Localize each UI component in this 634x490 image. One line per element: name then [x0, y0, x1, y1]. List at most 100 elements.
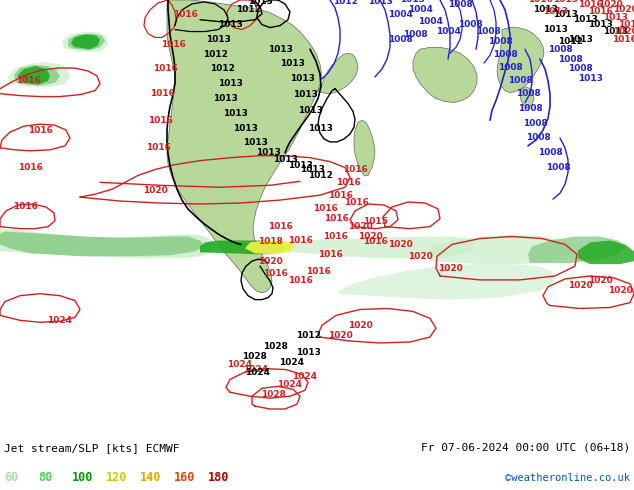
Text: 1013: 1013 [573, 15, 597, 24]
Text: 1016: 1016 [153, 65, 178, 74]
Text: 1020: 1020 [437, 264, 462, 272]
Text: 1012: 1012 [202, 49, 228, 59]
Text: 1013: 1013 [243, 138, 268, 147]
Text: 1013: 1013 [205, 35, 230, 44]
Text: 1016: 1016 [323, 232, 347, 241]
Text: 1016: 1016 [160, 40, 185, 49]
Polygon shape [167, 0, 322, 293]
Polygon shape [14, 65, 60, 86]
Polygon shape [354, 120, 375, 175]
Text: 1016: 1016 [262, 270, 287, 278]
Text: 1024: 1024 [280, 358, 304, 367]
Text: 180: 180 [208, 471, 230, 485]
Text: 1016: 1016 [588, 7, 612, 16]
Text: 1008: 1008 [515, 89, 540, 98]
Polygon shape [0, 229, 215, 258]
Text: 1008: 1008 [546, 163, 571, 172]
Text: 1013: 1013 [233, 123, 257, 133]
Text: 1004: 1004 [418, 17, 443, 26]
Text: 1012: 1012 [210, 65, 235, 74]
Text: 1008: 1008 [448, 0, 472, 9]
Polygon shape [497, 27, 544, 93]
Text: 1020: 1020 [598, 0, 623, 9]
Text: 1013: 1013 [280, 59, 304, 68]
Polygon shape [68, 33, 105, 50]
Text: 1020: 1020 [347, 222, 372, 231]
Text: 1004: 1004 [436, 27, 460, 36]
Text: 1015: 1015 [363, 217, 387, 226]
Text: 1016: 1016 [148, 116, 172, 125]
Text: 1013: 1013 [212, 94, 238, 103]
Text: 1016: 1016 [318, 250, 342, 259]
Text: 1020: 1020 [588, 276, 612, 285]
Text: 1016: 1016 [335, 178, 361, 187]
Text: 1016: 1016 [146, 144, 171, 152]
Text: 1024: 1024 [278, 380, 302, 389]
Text: 1016: 1016 [172, 10, 197, 19]
Text: 1013: 1013 [268, 45, 292, 54]
Text: 1020: 1020 [612, 27, 634, 36]
Text: 1008: 1008 [488, 37, 512, 46]
Text: 1020: 1020 [387, 240, 412, 249]
Text: 1008: 1008 [493, 49, 517, 59]
Text: 1013: 1013 [299, 165, 325, 174]
Text: 1016: 1016 [612, 35, 634, 44]
Text: 1008: 1008 [458, 20, 482, 29]
Text: 1024: 1024 [292, 372, 318, 381]
Text: 1013: 1013 [290, 74, 314, 83]
Text: 1008: 1008 [548, 45, 573, 54]
Text: 1013: 1013 [288, 161, 313, 170]
Polygon shape [528, 237, 625, 263]
Text: 1016: 1016 [27, 125, 53, 135]
Text: 1008: 1008 [508, 76, 533, 85]
Text: 1012: 1012 [333, 0, 358, 6]
Text: 1004: 1004 [387, 10, 413, 19]
Text: 1013: 1013 [368, 0, 392, 6]
Text: 1008: 1008 [403, 30, 427, 39]
Polygon shape [8, 62, 70, 87]
Text: 140: 140 [140, 471, 162, 485]
Text: Jet stream/SLP [kts] ECMWF: Jet stream/SLP [kts] ECMWF [4, 443, 179, 453]
Text: 1016: 1016 [18, 163, 42, 172]
Text: 1020: 1020 [612, 5, 634, 14]
Polygon shape [71, 34, 100, 49]
Text: 1008: 1008 [526, 133, 550, 143]
Text: 1008: 1008 [538, 148, 562, 157]
Text: 1028: 1028 [262, 343, 287, 351]
Text: 1020: 1020 [607, 286, 632, 295]
Polygon shape [200, 241, 285, 254]
Text: 1008: 1008 [517, 104, 542, 113]
Text: 80: 80 [38, 471, 52, 485]
Text: 1024: 1024 [243, 365, 269, 374]
Text: 1016: 1016 [288, 276, 313, 285]
Text: 1016: 1016 [527, 0, 552, 4]
Text: 1020: 1020 [358, 232, 382, 241]
Polygon shape [245, 241, 294, 254]
Polygon shape [520, 87, 534, 108]
Text: 1013: 1013 [247, 0, 273, 6]
Text: 1013: 1013 [578, 74, 602, 83]
Text: 1016: 1016 [13, 202, 37, 212]
Text: 1024: 1024 [228, 360, 252, 369]
Text: 1013: 1013 [273, 155, 297, 164]
Text: ©weatheronline.co.uk: ©weatheronline.co.uk [505, 473, 630, 483]
Text: 1020: 1020 [567, 281, 592, 290]
Text: 1013: 1013 [297, 106, 323, 115]
Text: 1016: 1016 [344, 197, 368, 207]
Text: 100: 100 [72, 471, 93, 485]
Text: 1016: 1016 [16, 76, 41, 85]
Text: 1016: 1016 [328, 191, 353, 199]
Text: 1018: 1018 [257, 237, 282, 246]
Text: 1020: 1020 [408, 252, 432, 261]
Text: 1013: 1013 [602, 13, 628, 22]
Text: 1020: 1020 [347, 321, 372, 330]
Text: 1016: 1016 [578, 0, 602, 9]
Text: 1016: 1016 [268, 222, 292, 231]
Text: 1028: 1028 [242, 352, 266, 361]
Text: 1012: 1012 [295, 331, 320, 340]
Text: 1016: 1016 [150, 89, 174, 98]
Text: 1020: 1020 [257, 257, 282, 266]
Polygon shape [413, 48, 477, 102]
Polygon shape [338, 264, 555, 299]
Text: 1013: 1013 [543, 25, 567, 34]
